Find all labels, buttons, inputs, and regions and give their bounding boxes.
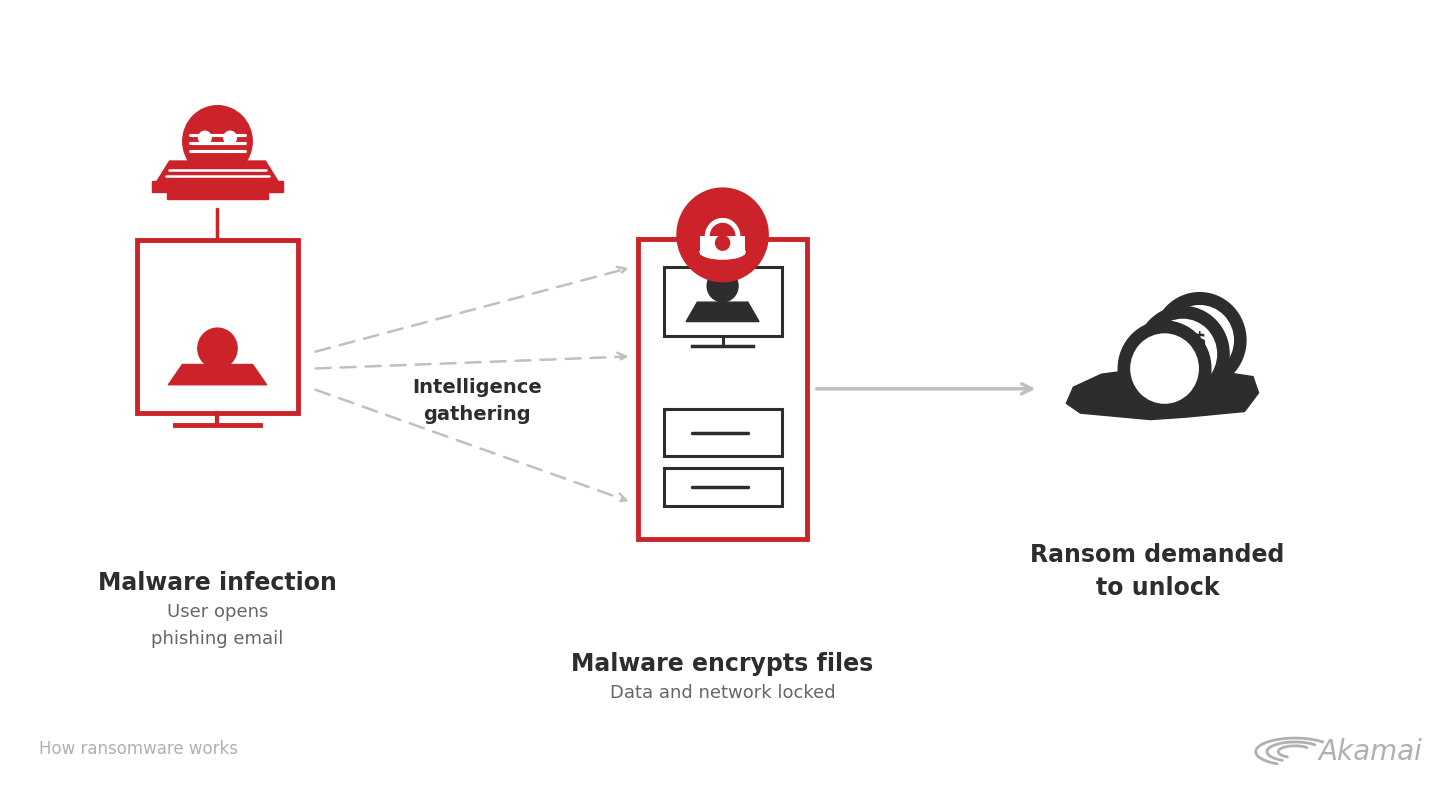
Ellipse shape bbox=[223, 131, 236, 144]
Text: How ransomware works: How ransomware works bbox=[39, 740, 238, 758]
Polygon shape bbox=[685, 302, 759, 322]
Bar bbox=[137, 241, 298, 413]
Polygon shape bbox=[1067, 369, 1259, 420]
Ellipse shape bbox=[1119, 321, 1211, 416]
Ellipse shape bbox=[199, 131, 212, 144]
Ellipse shape bbox=[1153, 292, 1246, 388]
Polygon shape bbox=[157, 161, 278, 181]
Ellipse shape bbox=[1130, 334, 1198, 403]
Text: Ransom demanded
to unlock: Ransom demanded to unlock bbox=[1031, 543, 1284, 600]
Ellipse shape bbox=[707, 270, 739, 302]
Polygon shape bbox=[168, 364, 266, 385]
Text: Intelligence
gathering: Intelligence gathering bbox=[412, 378, 541, 424]
Text: Akamai: Akamai bbox=[1319, 738, 1423, 765]
Polygon shape bbox=[199, 156, 236, 161]
Bar bbox=[664, 409, 782, 456]
Bar bbox=[638, 239, 806, 539]
Bar bbox=[664, 267, 782, 336]
Text: Malware infection: Malware infection bbox=[98, 571, 337, 595]
Ellipse shape bbox=[677, 188, 768, 282]
Ellipse shape bbox=[1136, 306, 1230, 402]
Text: User opens
phishing email: User opens phishing email bbox=[151, 603, 284, 648]
Ellipse shape bbox=[716, 236, 730, 250]
Ellipse shape bbox=[197, 328, 238, 369]
Bar bbox=[167, 192, 268, 199]
Ellipse shape bbox=[700, 245, 744, 259]
Text: Data and network locked: Data and network locked bbox=[609, 684, 835, 702]
Ellipse shape bbox=[1166, 305, 1233, 375]
Bar bbox=[664, 468, 782, 505]
Bar bbox=[700, 236, 744, 255]
Ellipse shape bbox=[1149, 319, 1217, 389]
Bar bbox=[151, 181, 284, 193]
Text: $: $ bbox=[1192, 330, 1207, 350]
Text: Malware encrypts files: Malware encrypts files bbox=[572, 652, 874, 676]
Ellipse shape bbox=[183, 105, 252, 177]
